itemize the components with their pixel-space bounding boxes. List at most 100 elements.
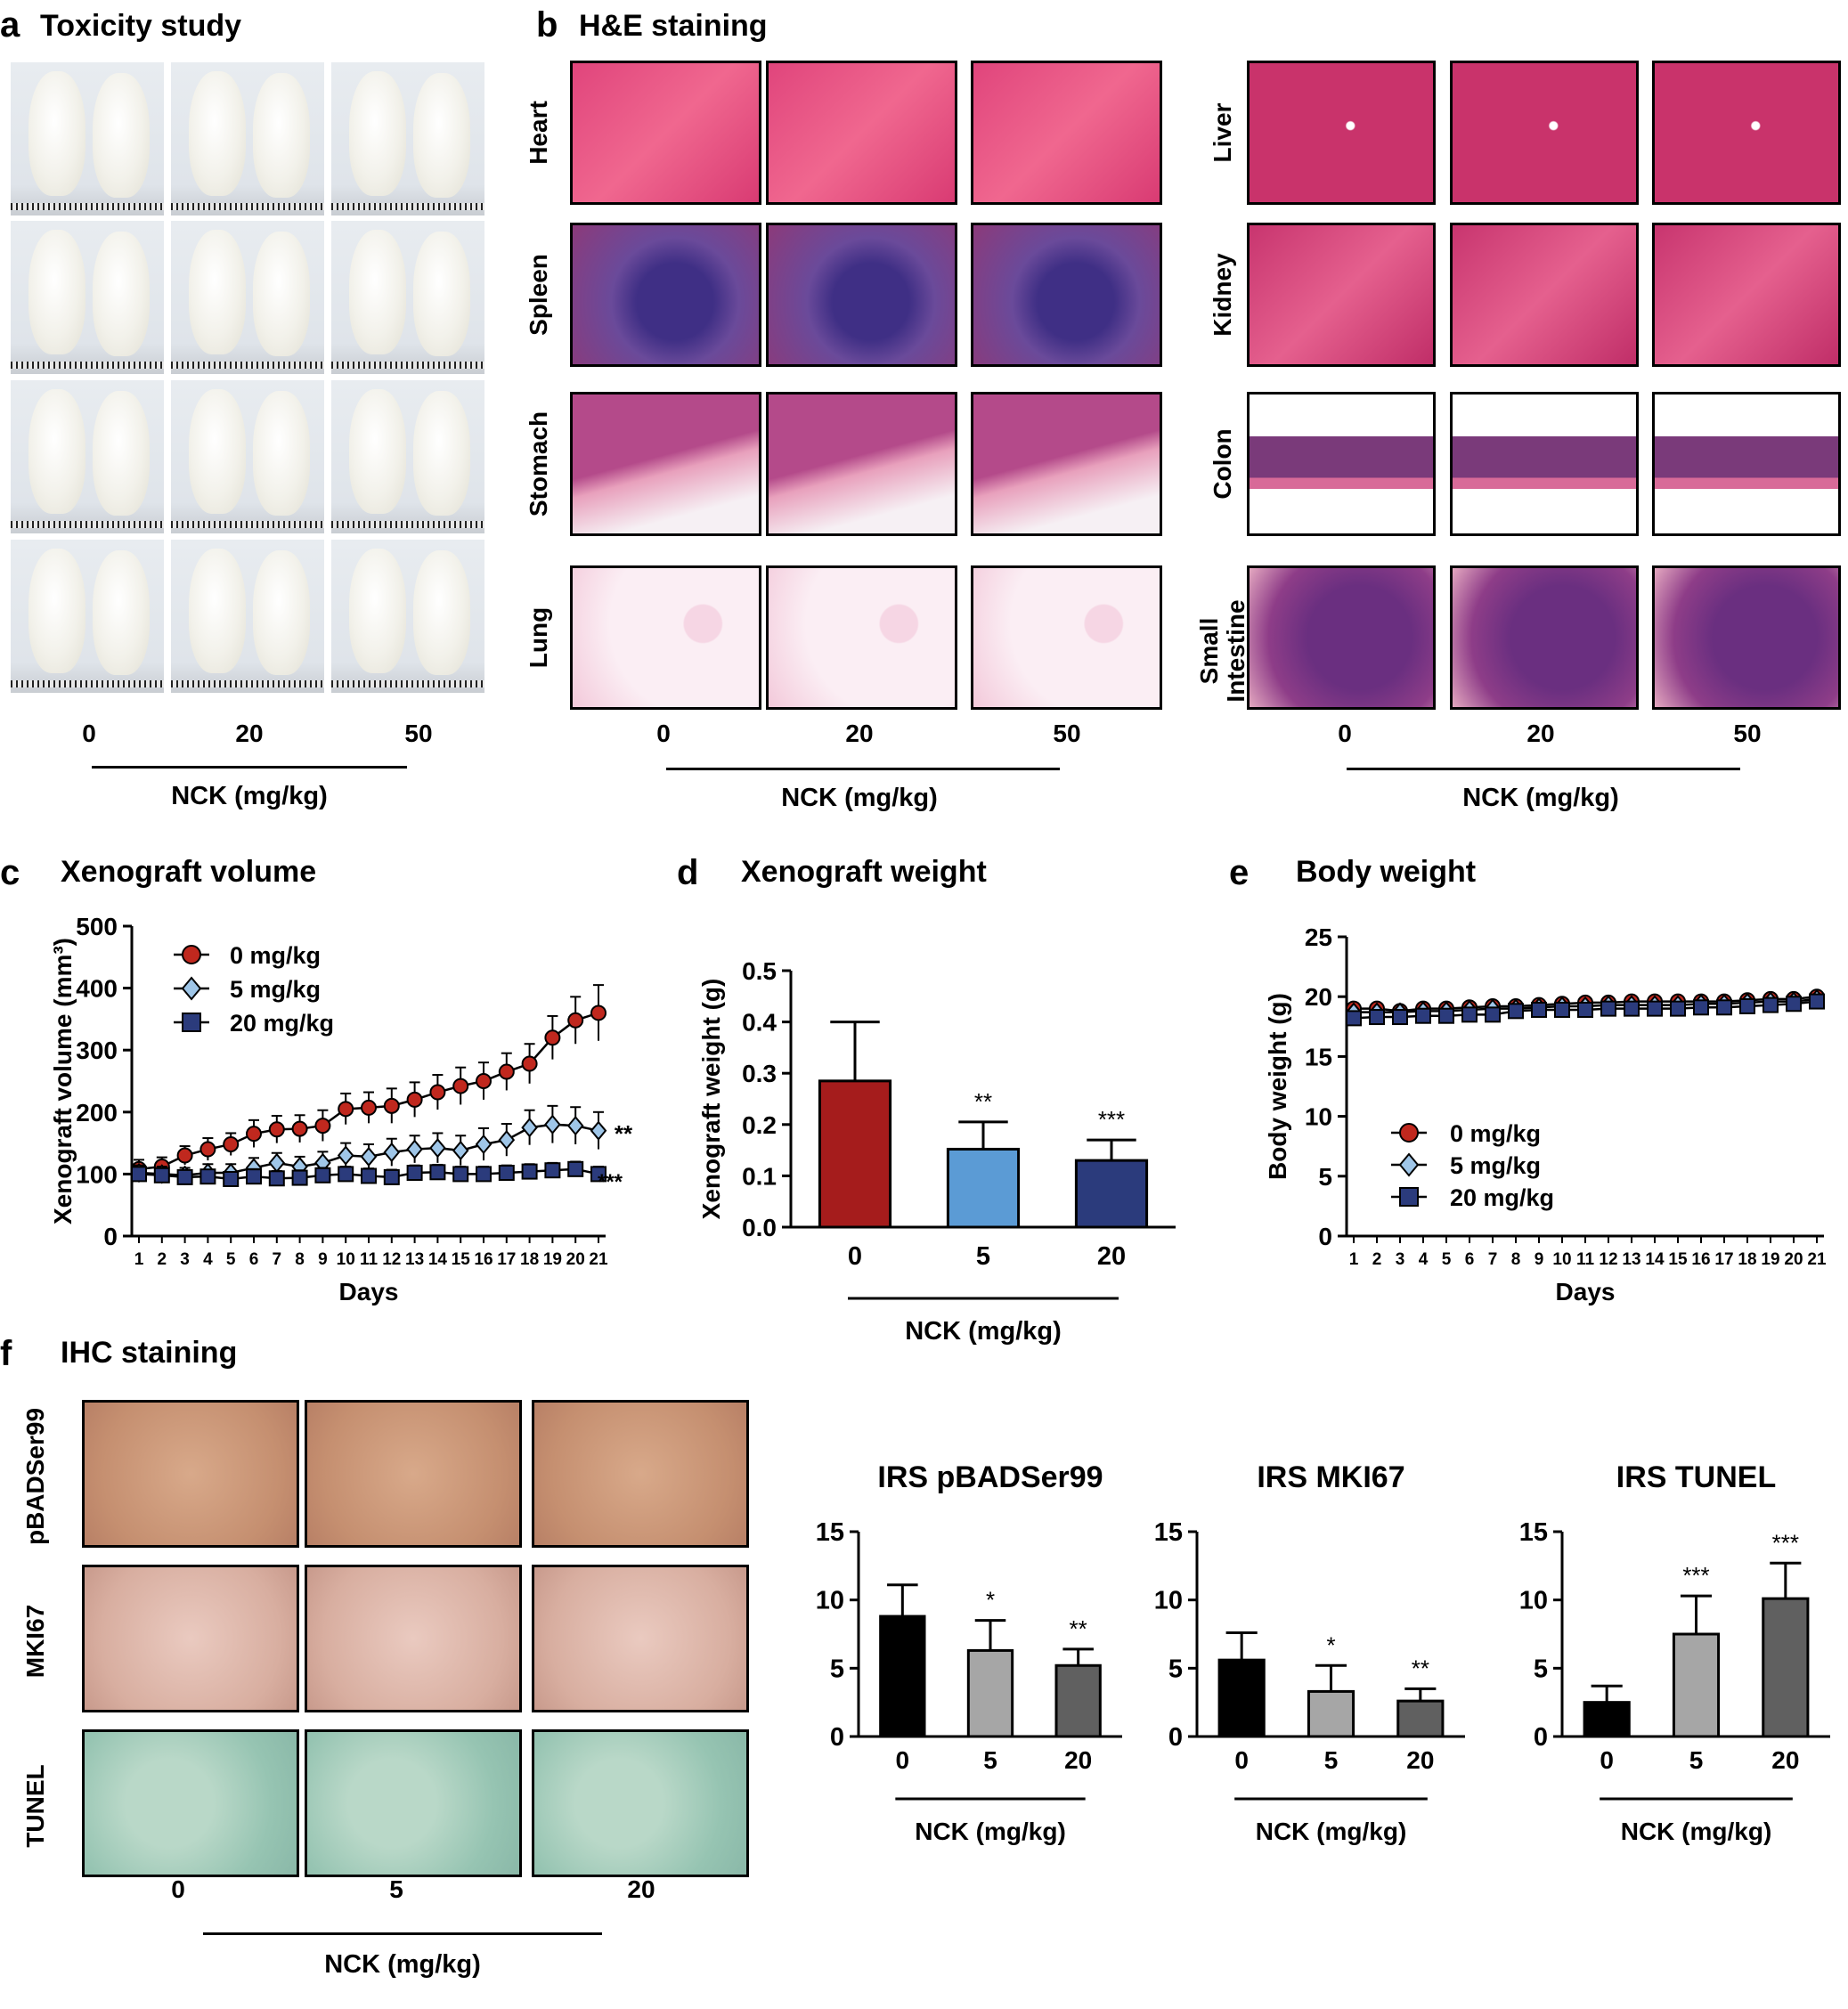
x-tick-label: 13 (1622, 1250, 1640, 1269)
data-point (406, 1091, 423, 1108)
ihc-tissue-image (82, 1729, 299, 1877)
x-tick-label: 19 (1761, 1250, 1779, 1269)
mouse-body (349, 389, 406, 514)
series-20-mg/kg (1346, 993, 1825, 1027)
x-axis-label: Days (1556, 1278, 1616, 1305)
ruler-strip (11, 203, 164, 210)
data-point (498, 1165, 515, 1182)
data-point (429, 1084, 446, 1101)
panel-e-letter: e (1229, 853, 1250, 892)
mouse-body (93, 73, 150, 198)
data-point (1369, 1009, 1385, 1026)
data-point (521, 1118, 538, 1138)
panel-b-right-axis-line (1347, 768, 1740, 770)
he-row-label-lung: Lung (525, 606, 552, 669)
bar-20 (1074, 1159, 1149, 1229)
y-tick-label: 10 (1519, 1587, 1548, 1615)
significance-label: ** (1412, 1655, 1429, 1681)
x-tick-label: 21 (589, 1250, 608, 1269)
irs-pbadser99-chart: 0 5 10 15 0 * 5 ** 20 NCK (mg/kg) IRS pBADSer99 (816, 1460, 1122, 1845)
x-tick-label: 18 (520, 1250, 539, 1269)
y-tick-label: 500 (76, 913, 118, 940)
data-point (291, 1169, 308, 1186)
x-tick-label: 2 (158, 1250, 167, 1269)
data-point (338, 1101, 354, 1118)
panel-b-right-tick-50: 50 (1733, 720, 1762, 747)
ruler-strip (171, 203, 324, 210)
panel-b-left-tick-50: 50 (1053, 720, 1081, 747)
legend-label: 0 mg/kg (1450, 1120, 1541, 1147)
data-point (476, 1166, 492, 1183)
data-point (521, 1055, 538, 1072)
x-tick-label: 16 (474, 1250, 493, 1269)
mouse-body (28, 230, 85, 354)
y-tick-label: 10 (816, 1587, 844, 1615)
ihc-tissue-image (82, 1400, 299, 1548)
y-tick-label: 0.0 (742, 1214, 777, 1241)
data-point (1786, 996, 1802, 1013)
data-point (406, 1139, 423, 1159)
x-tick-label: 14 (428, 1250, 448, 1269)
he-tissue-image (766, 61, 957, 205)
data-point (1554, 1001, 1570, 1018)
bar-5 (1672, 1632, 1721, 1738)
panel-a-axis-line (92, 766, 407, 769)
data-point (199, 1141, 216, 1158)
chart-title: IRS MKI67 (1257, 1460, 1404, 1494)
mouse-photo (171, 540, 324, 693)
panel-d-letter: d (677, 853, 699, 892)
category-label: 0 (896, 1746, 910, 1774)
y-tick-label: 10 (1154, 1587, 1183, 1615)
x-tick-label: 5 (1442, 1250, 1452, 1269)
he-row-label-colon: Colon (1209, 428, 1236, 500)
bar-20 (1054, 1663, 1102, 1738)
panel-f-tick-20: 20 (627, 1875, 655, 1903)
y-tick-label: 0 (1534, 1723, 1548, 1752)
ihc-row-label-tunel: TUNEL (21, 1764, 49, 1848)
legend-label: 0 mg/kg (230, 942, 321, 969)
ruler-strip (331, 203, 484, 210)
x-tick-label: 8 (1511, 1250, 1521, 1269)
data-point (475, 1134, 493, 1155)
data-point (1809, 993, 1825, 1010)
data-point (429, 1138, 446, 1159)
he-row-label-small-intestine: Small Intestine (1195, 599, 1250, 703)
mouse-photo (331, 62, 484, 216)
panel-d-title: Xenograft weight (741, 855, 987, 889)
x-axis-label: NCK (mg/kg) (905, 1317, 1062, 1345)
y-tick-label: 200 (76, 1099, 118, 1127)
ruler-strip (331, 521, 484, 528)
y-tick-label: 0.4 (742, 1009, 777, 1037)
y-tick-label: 5 (1318, 1163, 1332, 1191)
panel-a-tick-0: 0 (82, 720, 96, 747)
data-point (1763, 996, 1779, 1013)
he-tissue-image (766, 565, 957, 710)
data-point (1438, 1007, 1454, 1024)
significance-label: * (986, 1587, 995, 1614)
he-row-label-spleen: Spleen (525, 254, 552, 336)
mouse-body (93, 391, 150, 516)
data-point (452, 1078, 469, 1094)
mouse-body (349, 71, 406, 196)
data-point (360, 1146, 378, 1167)
he-tissue-image (1652, 392, 1841, 536)
panel-a-title: Toxicity study (40, 9, 242, 43)
data-point (452, 1140, 469, 1161)
x-tick-label: 6 (249, 1250, 259, 1269)
data-point (566, 1115, 584, 1136)
legend-label: 5 mg/kg (230, 976, 321, 1003)
panel-a-tick-20: 20 (235, 720, 264, 747)
mouse-photo (171, 62, 324, 216)
mouse-body (189, 71, 246, 196)
x-tick-label: 1 (134, 1250, 144, 1269)
he-tissue-image (1247, 61, 1436, 205)
mouse-photo (331, 380, 484, 533)
mouse-photo (331, 540, 484, 693)
panel-f-letter: f (0, 1334, 12, 1373)
ruler-strip (11, 521, 164, 528)
data-point (291, 1120, 308, 1137)
ruler-strip (331, 362, 484, 369)
x-tick-label: 20 (1784, 1250, 1803, 1269)
irs-tunel-chart: 0 5 10 15 0 *** 5 *** 20 NCK (mg/kg) IRS TUNEL (1519, 1460, 1830, 1845)
data-point (383, 1142, 401, 1163)
